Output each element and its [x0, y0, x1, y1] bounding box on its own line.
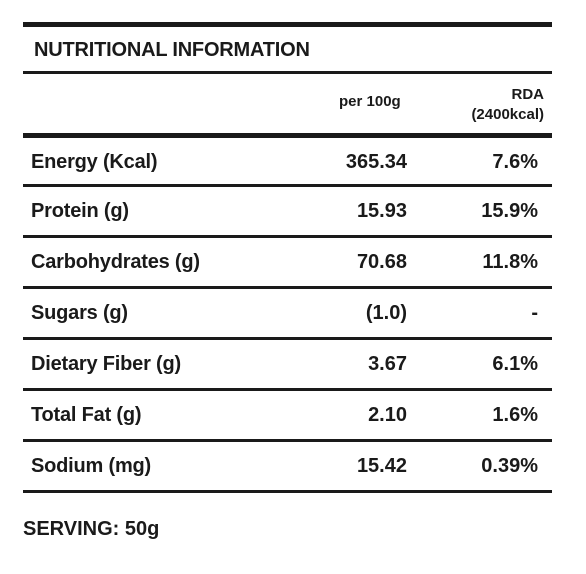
nutrient-rda: 11.8%: [482, 251, 538, 273]
column-header-rda: RDA (2400kcal): [471, 85, 544, 125]
nutrient-rda: 6.1%: [492, 353, 538, 375]
column-header-per-100g: per 100g: [339, 93, 401, 110]
title-rule: [23, 71, 552, 74]
nutrient-label: Dietary Fiber (g): [31, 353, 181, 375]
nutrient-per-100g: 15.93: [356, 200, 407, 222]
table-row: Protein (g) 15.93 15.9%: [23, 184, 552, 235]
nutrient-per-100g: 365.34: [345, 151, 407, 173]
nutrient-label: Sugars (g): [31, 302, 128, 324]
nutrient-label: Energy (Kcal): [31, 151, 158, 173]
rda-header-line2: (2400kcal): [471, 106, 544, 123]
table-row: Energy (Kcal) 365.34 7.6%: [23, 133, 552, 184]
table-row: Dietary Fiber (g) 3.67 6.1%: [23, 337, 552, 388]
nutrient-rda: -: [531, 302, 538, 324]
table-row: Carbohydrates (g) 70.68 11.8%: [23, 235, 552, 286]
nutrient-label: Carbohydrates (g): [31, 251, 200, 273]
nutrition-table: NUTRITIONAL INFORMATION per 100g RDA (24…: [23, 22, 552, 493]
nutrient-per-100g: 3.67: [368, 353, 407, 375]
top-rule: [23, 22, 552, 27]
nutrient-per-100g: 15.42: [356, 455, 407, 477]
column-header-row: per 100g RDA (2400kcal): [23, 74, 552, 133]
table-row: Total Fat (g) 2.10 1.6%: [23, 388, 552, 439]
table-title: NUTRITIONAL INFORMATION: [34, 39, 310, 61]
nutrient-label: Sodium (mg): [31, 455, 152, 477]
nutrient-rda: 1.6%: [492, 404, 538, 426]
nutrient-rda: 0.39%: [481, 455, 538, 477]
nutrient-rows: Energy (Kcal) 365.34 7.6% Protein (g) 15…: [23, 133, 552, 493]
nutrient-per-100g: 2.10: [368, 404, 407, 426]
table-row: Sodium (mg) 15.42 0.39%: [23, 439, 552, 493]
nutrient-label: Protein (g): [31, 200, 129, 222]
nutrient-per-100g: (1.0): [365, 302, 407, 324]
nutrient-rda: 7.6%: [492, 151, 538, 173]
table-row: Sugars (g) (1.0) -: [23, 286, 552, 337]
serving-size: SERVING: 50g: [23, 518, 160, 540]
rda-header-line1: RDA: [511, 86, 545, 103]
nutrient-label: Total Fat (g): [31, 404, 142, 426]
nutrient-per-100g: 70.68: [356, 251, 407, 273]
nutrient-rda: 15.9%: [481, 200, 538, 222]
